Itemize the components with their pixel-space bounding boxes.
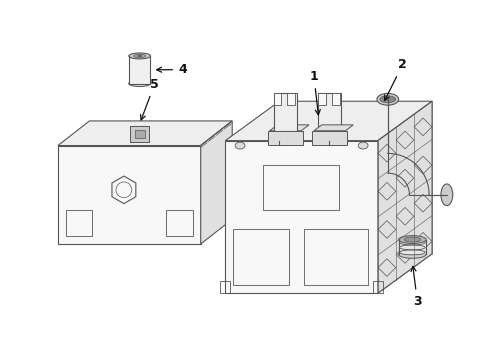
Ellipse shape — [380, 96, 395, 103]
Polygon shape — [201, 121, 232, 244]
Polygon shape — [270, 125, 309, 131]
Polygon shape — [378, 101, 432, 293]
Ellipse shape — [404, 237, 420, 242]
Polygon shape — [225, 101, 432, 141]
Polygon shape — [58, 145, 201, 244]
Polygon shape — [130, 126, 149, 141]
Polygon shape — [318, 93, 342, 131]
Polygon shape — [332, 93, 340, 105]
Ellipse shape — [129, 81, 150, 86]
FancyBboxPatch shape — [129, 56, 150, 84]
Ellipse shape — [138, 55, 142, 57]
Polygon shape — [225, 141, 378, 293]
Polygon shape — [135, 130, 145, 138]
Ellipse shape — [377, 93, 398, 105]
Text: 1: 1 — [310, 70, 320, 115]
Text: 5: 5 — [141, 78, 159, 120]
Polygon shape — [273, 93, 297, 131]
Polygon shape — [398, 239, 426, 254]
Ellipse shape — [358, 142, 368, 149]
Polygon shape — [273, 93, 281, 105]
Ellipse shape — [398, 251, 426, 258]
Polygon shape — [287, 93, 295, 105]
Text: 4: 4 — [157, 63, 187, 76]
Ellipse shape — [441, 184, 453, 206]
Polygon shape — [268, 131, 303, 145]
Text: 3: 3 — [411, 266, 421, 307]
Ellipse shape — [235, 142, 245, 149]
Ellipse shape — [129, 53, 150, 59]
Ellipse shape — [134, 54, 146, 58]
Ellipse shape — [398, 236, 426, 243]
Polygon shape — [318, 93, 326, 105]
Polygon shape — [58, 121, 232, 145]
Text: 2: 2 — [385, 58, 407, 100]
Polygon shape — [312, 131, 347, 145]
Polygon shape — [314, 125, 353, 131]
